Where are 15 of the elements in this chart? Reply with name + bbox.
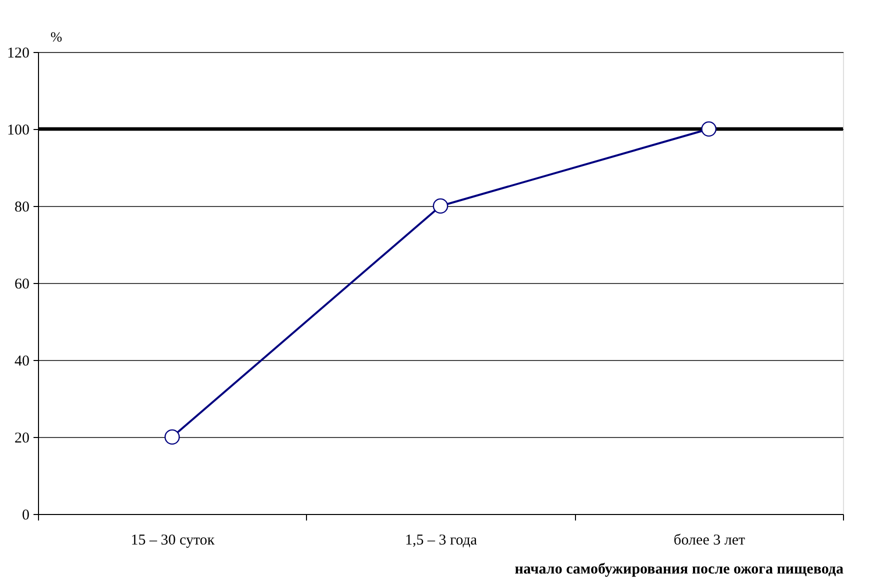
y-tick-label: 100 xyxy=(7,122,30,138)
point xyxy=(701,121,717,137)
x-tick-label: 15 – 30 суток xyxy=(130,532,216,548)
y-axis-title: % xyxy=(50,30,62,46)
x-axis-title: начало самобужирования после ожога пищевода xyxy=(514,562,844,578)
y-tick-label: 40 xyxy=(14,354,30,370)
y-tick-label: 60 xyxy=(14,276,30,292)
point xyxy=(164,429,180,445)
point xyxy=(432,198,448,214)
x-tick-label: более 3 лет xyxy=(674,532,746,548)
y-tick-label: 0 xyxy=(22,508,30,524)
y-tick-label: 20 xyxy=(14,430,30,446)
y-tick-label: 120 xyxy=(7,46,30,62)
x-tick-label: 1,5 – 3 года xyxy=(404,532,478,548)
y-tick-label: 80 xyxy=(14,200,30,216)
